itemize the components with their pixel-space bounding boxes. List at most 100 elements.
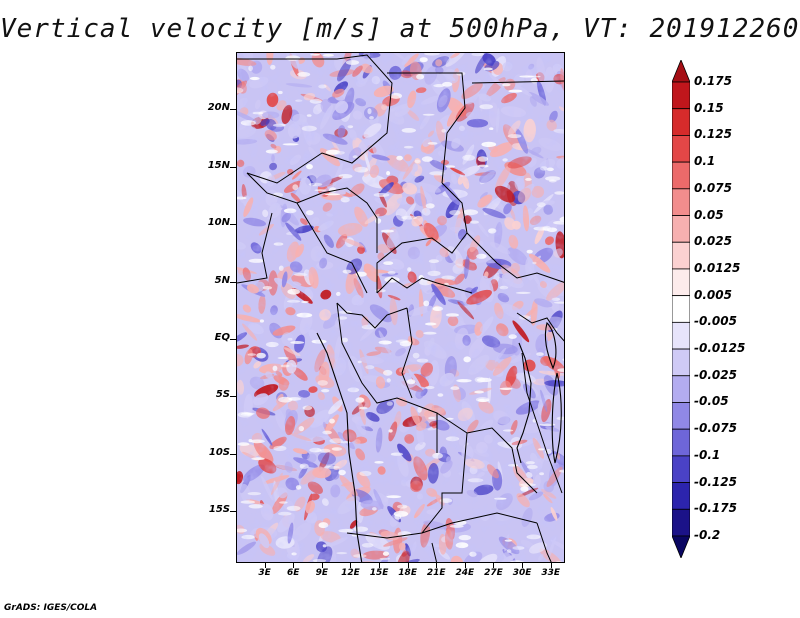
colorbar-swatch [672,215,690,243]
country-border [431,542,438,562]
lon-tick-label: 21E [426,568,446,578]
country-border [521,352,563,494]
lon-tick-label: 6E [286,568,300,578]
country-border [387,72,466,184]
colorbar-swatch [672,161,690,190]
colorbar-label: 0.025 [694,234,732,249]
country-border [376,277,473,294]
country-border [536,522,552,562]
lon-tick-label: 33E [541,568,561,578]
colorbar-swatch [672,268,690,297]
lake-outline [516,342,532,464]
map-title: Vertical velocity [m/s] at 500hPa, VT: 2… [0,14,800,44]
lake-outline [544,321,557,370]
lat-tick-label: 15S [208,504,230,516]
colorbar-label: 0.15 [694,100,724,115]
country-border [296,202,368,294]
lon-tick-mark [350,563,352,568]
colorbar-swatch [672,375,690,403]
lon-tick-label: 18E [398,568,417,578]
colorbar-label: 0.175 [694,74,732,88]
colorbar-swatch [672,241,690,270]
country-border [466,232,564,283]
lat-tick-mark [230,511,236,513]
lat-tick-mark [230,453,236,455]
colorbar-label: 0.05 [694,207,724,222]
lon-tick-mark [522,563,524,568]
colorbar-label: 0.075 [694,180,732,195]
country-border [336,302,408,329]
map-panel [236,52,565,563]
colorbar-label: -0.075 [694,421,737,436]
lon-tick-label: 9E [315,568,329,578]
lake-outline [551,372,562,464]
lon-tick-mark [264,563,266,568]
lon-tick-mark [293,563,295,568]
country-border [346,512,538,539]
colorbar-swatch [672,135,690,163]
colorbar-label: -0.0125 [694,341,746,356]
country-border [401,307,413,399]
lat-tick-label: 15N [207,159,230,171]
colorbar-swatch [672,60,690,83]
lat-tick-label: 10N [207,217,230,229]
colorbar-swatch [672,108,690,136]
country-border [376,182,468,293]
colorbar-label: 0.125 [694,127,732,142]
colorbar-swatch [672,321,690,350]
lat-tick-label: EQ [214,332,230,344]
lon-tick-label: 24E [455,568,475,578]
colorbar-label: 0.0125 [694,260,741,275]
lon-tick-label: 15E [369,568,389,578]
colorbar-label: -0.175 [694,501,737,516]
coastline [316,332,363,562]
country-border [436,412,538,494]
country-border [421,432,468,534]
country-border [246,172,378,253]
lon-tick-label: 3E [258,568,271,578]
colorbar-swatch [672,402,690,430]
colorbar [672,60,690,558]
lat-tick-mark [230,339,236,341]
country-border [516,312,564,342]
lat-tick-mark [230,396,236,398]
country-border [471,80,564,84]
lat-tick-mark [230,224,236,226]
colorbar-swatch [672,508,690,537]
colorbar-swatch [672,188,690,216]
lon-tick-mark [407,563,409,568]
country-border [237,212,273,284]
country-border [237,54,393,184]
colorbar-label: -0.005 [694,314,737,329]
lon-tick-mark [464,563,466,568]
colorbar-swatch [672,455,690,483]
lat-tick-label: 20N [207,102,230,114]
lon-tick-label: 30E [512,568,532,578]
lon-tick-mark [379,563,381,568]
lon-tick-mark [493,563,495,568]
footer-credit: GrADS: IGES/COLA [4,603,98,613]
colorbar-label: -0.125 [694,474,737,489]
lat-tick-label: 5N [214,274,230,286]
colorbar-label: -0.2 [694,528,721,542]
lat-tick-label: 10S [208,446,230,458]
lon-tick-label: 27E [484,568,503,578]
colorbar-swatch [672,348,690,377]
lat-tick-mark [230,281,236,283]
lon-tick-label: 12E [341,568,360,578]
colorbar-label: 0.1 [694,154,716,169]
colorbar-label: -0.025 [694,367,737,382]
colorbar-label: 0.005 [694,287,732,302]
lon-tick-mark [550,563,552,568]
lat-tick-mark [230,109,236,111]
colorbar-swatch [672,482,690,510]
colorbar-label: -0.1 [694,447,721,462]
colorbar-swatch [672,535,690,558]
colorbar-swatch [672,295,690,323]
lon-tick-mark [321,563,323,568]
colorbar-swatch [672,428,690,457]
lon-tick-mark [436,563,438,568]
colorbar-label: -0.05 [694,394,729,409]
colorbar-swatch [672,81,690,110]
vertical-velocity-field [237,53,564,562]
